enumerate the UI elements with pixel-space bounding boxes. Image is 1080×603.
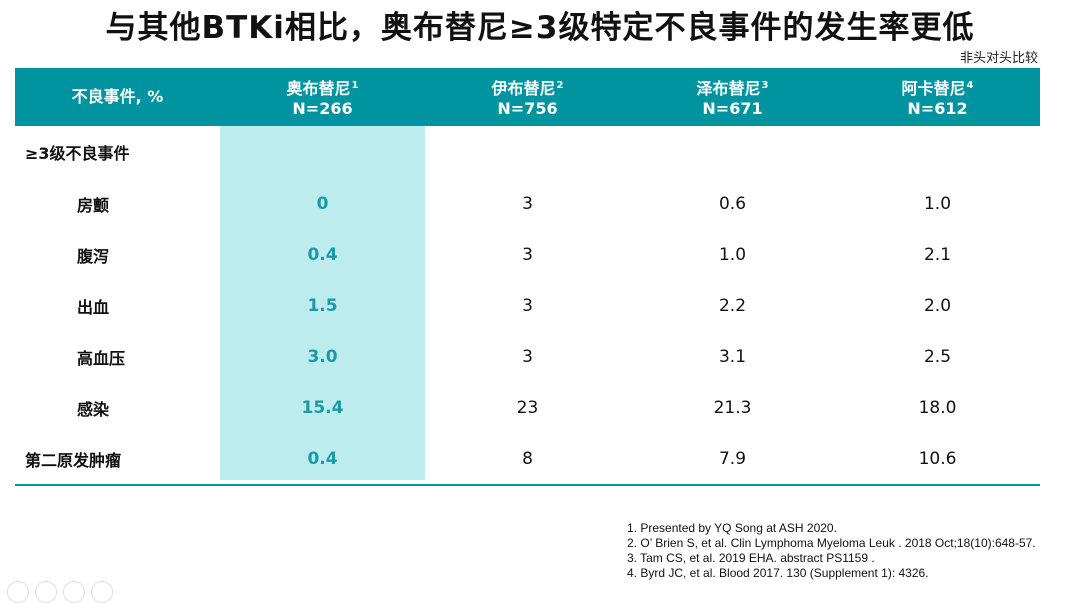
slideshow-back-button[interactable] (7, 581, 29, 603)
header-col: 奥布替尼1 N=266 (220, 68, 425, 126)
col-ref: 2 (556, 79, 564, 91)
table-cell: 15.4 (301, 397, 344, 418)
table-bottom-border (15, 484, 1040, 486)
adverse-events-table: 不良事件, % 奥布替尼1 N=266 伊布替尼2 N=756 泽布替尼3 N=671… (15, 68, 1040, 486)
table-cell: 3 (522, 346, 533, 367)
table-cell: 1.0 (923, 193, 952, 214)
table-cell: 23 (516, 397, 539, 418)
table-cell: 10.6 (918, 448, 957, 469)
row-label: 腹泻 (77, 246, 110, 266)
table-row: 高血压 3.0 3 3.1 2.5 (15, 331, 1040, 382)
col-n: N=756 (497, 98, 558, 118)
table-row: 第二原发肿瘤 0.4 8 7.9 10.6 (15, 433, 1040, 484)
col-name-text: 奥布替尼 (286, 78, 351, 98)
reference: 3. Tam CS, et al. 2019 EHA. abstract PS1… (627, 551, 875, 565)
slideshow-slides-button[interactable] (35, 581, 57, 603)
col-name: 泽布替尼3 (697, 76, 769, 99)
col-n: N=671 (702, 98, 763, 118)
table-cell: 3 (522, 193, 533, 214)
header-col: 阿卡替尼4 N=612 (835, 68, 1040, 126)
col-n: N=612 (907, 98, 968, 118)
header-col: 伊布替尼2 N=756 (425, 68, 630, 126)
table-header: 不良事件, % 奥布替尼1 N=266 伊布替尼2 N=756 泽布替尼3 N=671… (15, 68, 1040, 126)
table-row: 感染 15.4 23 21.3 18.0 (15, 382, 1040, 433)
col-name-text: 泽布替尼 (696, 78, 761, 98)
col-name-text: 阿卡替尼 (901, 78, 966, 98)
table-cell: 0 (316, 193, 329, 214)
table-cell: 3.0 (307, 346, 338, 367)
table-cell: 0.6 (718, 193, 747, 214)
table-cell: 1.5 (307, 295, 338, 316)
table-row: 房颤 0 3 0.6 1.0 (15, 178, 1040, 229)
col-ref: 4 (966, 79, 974, 91)
reference: 2. O’ Brien S, et al. Clin Lymphoma Myel… (627, 536, 1036, 550)
table-cell: 3.1 (718, 346, 747, 367)
table-cell: 2.1 (923, 244, 952, 265)
highlight-column (220, 126, 425, 480)
col-name: 阿卡替尼4 (902, 76, 974, 99)
col-ref: 1 (351, 79, 359, 91)
row-label: 高血压 (77, 348, 126, 368)
slide-title: 与其他BTKi相比，奥布替尼≥3级特定不良事件的发生率更低 (105, 10, 975, 46)
table-cell: 3 (522, 295, 533, 316)
table-cell: 8 (522, 448, 533, 469)
references: 1. Presented by YQ Song at ASH 2020. 2. … (627, 521, 1036, 581)
group-row: ≥3级不良事件 (15, 126, 1040, 178)
table-cell: 0.4 (307, 448, 338, 469)
slide-subtitle: 非头对头比较 (959, 51, 1038, 66)
col-name: 奥布替尼1 (287, 76, 359, 99)
table-cell: 1.0 (718, 244, 747, 265)
table-row: 出血 1.5 3 2.2 2.0 (15, 280, 1040, 331)
slideshow-zoom-button[interactable] (63, 581, 85, 603)
group-label: ≥3级不良事件 (25, 144, 130, 163)
slideshow-more-button[interactable] (91, 581, 113, 603)
header-col: 泽布替尼3 N=671 (630, 68, 835, 126)
row-label: 第二原发肿瘤 (25, 450, 122, 470)
table-cell: 7.9 (718, 448, 747, 469)
table-cell: 2.0 (923, 295, 952, 316)
reference: 1. Presented by YQ Song at ASH 2020. (627, 521, 837, 535)
header-label: 不良事件, % (71, 87, 164, 106)
col-ref: 3 (761, 79, 769, 91)
table-cell: 18.0 (918, 397, 957, 418)
col-name: 伊布替尼2 (492, 76, 564, 99)
header-row-label: 不良事件, % (15, 68, 220, 126)
table-cell: 3 (522, 244, 533, 265)
table-cell: 0.4 (307, 244, 338, 265)
row-label: 房颤 (77, 195, 110, 215)
table-cell: 2.5 (923, 346, 952, 367)
col-name-text: 伊布替尼 (491, 78, 556, 98)
table-row: 腹泻 0.4 3 1.0 2.1 (15, 229, 1040, 280)
row-label: 感染 (77, 399, 110, 419)
col-n: N=266 (292, 98, 353, 118)
table-cell: 2.2 (718, 295, 747, 316)
reference: 4. Byrd JC, et al. Blood 2017. 130 (Supp… (627, 566, 929, 580)
row-label: 出血 (77, 297, 110, 317)
table-cell: 21.3 (713, 397, 752, 418)
